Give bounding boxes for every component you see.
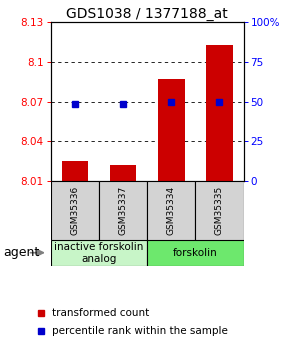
Text: inactive forskolin
analog: inactive forskolin analog — [54, 242, 144, 264]
Bar — [51, 240, 147, 266]
Bar — [110, 165, 136, 181]
Bar — [206, 45, 233, 181]
Title: GDS1038 / 1377188_at: GDS1038 / 1377188_at — [66, 7, 228, 21]
Text: GSM35336: GSM35336 — [70, 186, 79, 235]
Bar — [195, 181, 244, 240]
Bar — [147, 240, 244, 266]
Text: transformed count: transformed count — [52, 308, 149, 318]
Bar — [147, 181, 195, 240]
Text: agent: agent — [3, 246, 39, 259]
Bar — [61, 161, 88, 181]
Bar — [158, 79, 184, 181]
Text: GSM35337: GSM35337 — [119, 186, 128, 235]
Text: percentile rank within the sample: percentile rank within the sample — [52, 326, 228, 335]
Bar — [51, 181, 99, 240]
Text: GSM35334: GSM35334 — [167, 186, 176, 235]
Text: GSM35335: GSM35335 — [215, 186, 224, 235]
Bar — [99, 181, 147, 240]
Text: forskolin: forskolin — [173, 248, 218, 258]
